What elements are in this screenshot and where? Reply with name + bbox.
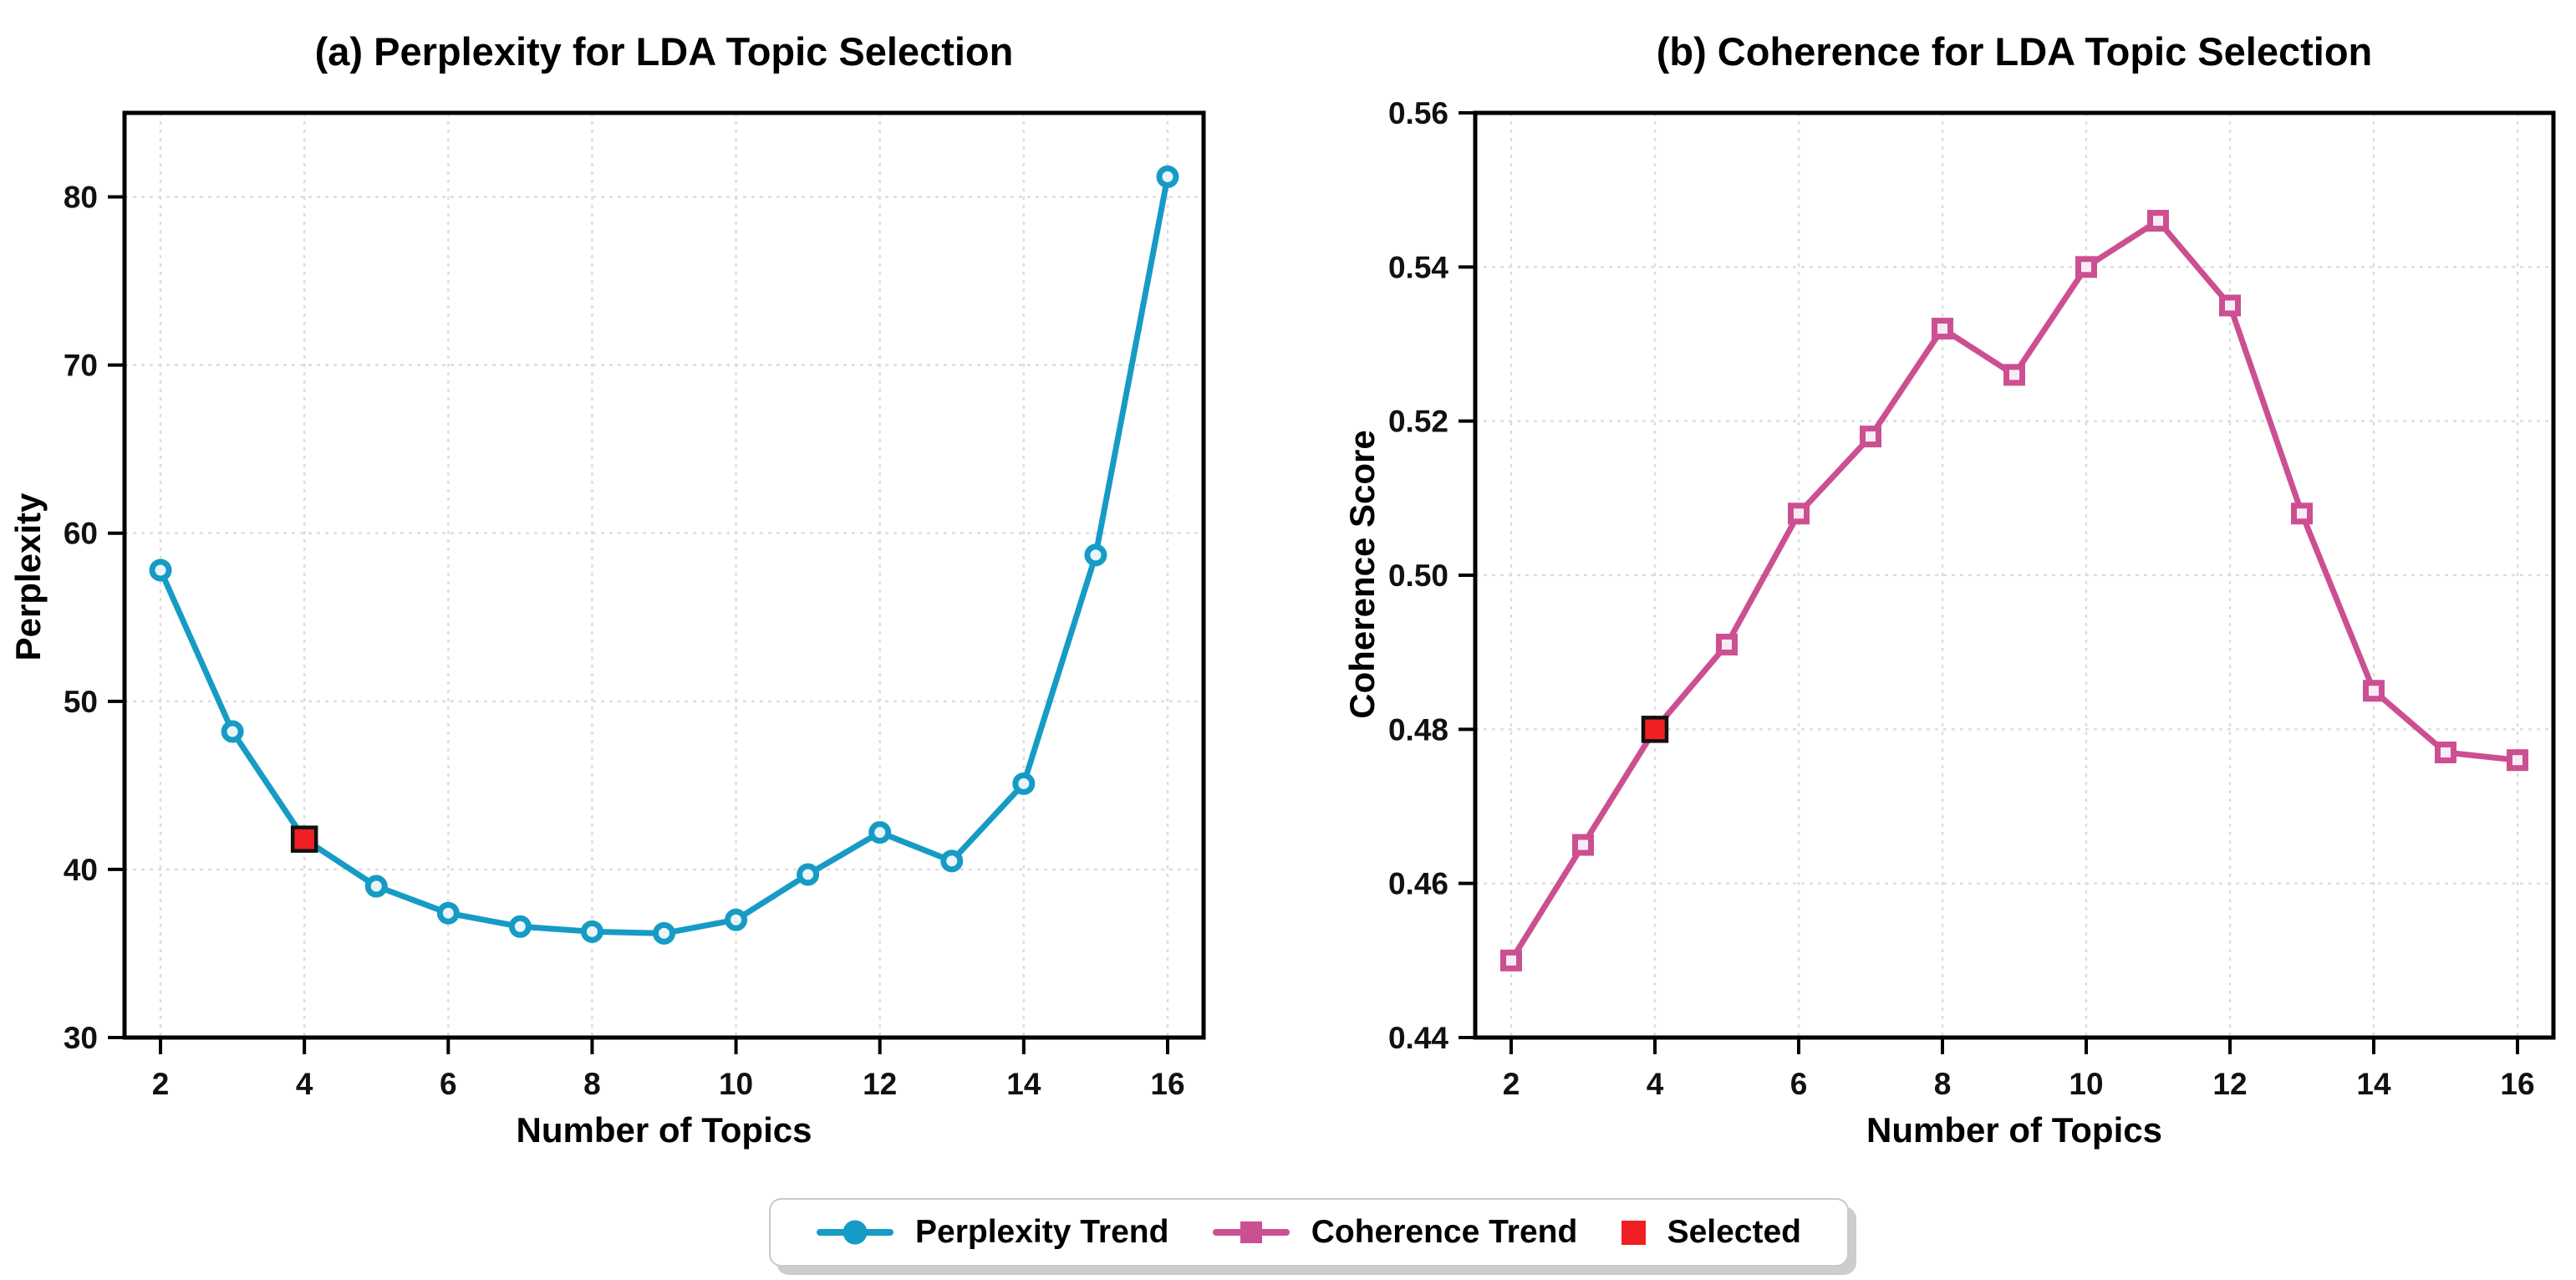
y-tick-label: 0.44 xyxy=(1388,1021,1448,1055)
data-point-marker xyxy=(1084,543,1107,567)
selected-square-icon xyxy=(1621,1220,1646,1245)
chart-a-xlabel: Number of Topics xyxy=(516,1110,812,1150)
selected-point-marker xyxy=(290,825,318,853)
data-point-marker xyxy=(580,920,603,943)
data-point-marker xyxy=(940,849,964,873)
data-point-marker xyxy=(1500,949,1522,971)
chart-a-title: (a) Perplexity for LDA Topic Selection xyxy=(314,29,1014,74)
data-point-marker xyxy=(1788,502,1810,525)
legend-item-perplexity: Perplexity Trend xyxy=(817,1214,1168,1251)
coherence-trend-line-icon xyxy=(1212,1221,1290,1243)
data-point-marker xyxy=(868,821,892,844)
x-tick-label: 4 xyxy=(296,1067,313,1101)
data-point-marker xyxy=(2507,749,2528,772)
data-point-marker xyxy=(2291,502,2313,525)
square-marker-icon xyxy=(1240,1221,1262,1243)
data-point-marker xyxy=(2435,741,2456,763)
data-point-marker xyxy=(2003,364,2025,386)
data-point-marker xyxy=(149,558,172,582)
y-tick-label: 30 xyxy=(64,1021,98,1055)
perplexity-trend-line xyxy=(157,173,1171,936)
data-point-marker xyxy=(2219,294,2241,317)
y-tick-label: 0.54 xyxy=(1388,250,1448,284)
y-tick-label: 50 xyxy=(64,685,98,719)
x-tick-label: 8 xyxy=(1934,1067,1952,1101)
data-point-marker xyxy=(1156,165,1179,188)
y-tick-label: 60 xyxy=(64,517,98,551)
legend-label-perplexity: Perplexity Trend xyxy=(915,1214,1169,1250)
selected-point-marker xyxy=(1641,716,1669,743)
coherence-trend-line xyxy=(1508,217,2521,964)
y-tick-label: 70 xyxy=(64,349,98,383)
data-point-marker xyxy=(1932,318,1953,340)
legend-label-selected: Selected xyxy=(1667,1214,1801,1250)
chart-b-xlabel: Number of Topics xyxy=(1866,1110,2162,1150)
y-tick-label: 40 xyxy=(64,853,98,887)
circle-marker-icon xyxy=(843,1220,868,1245)
x-tick-label: 4 xyxy=(1647,1067,1664,1101)
data-point-marker xyxy=(1012,772,1036,795)
data-point-marker xyxy=(2363,680,2385,702)
data-point-marker xyxy=(1572,834,1594,856)
y-tick-label: 0.52 xyxy=(1388,405,1448,439)
data-point-marker xyxy=(1716,633,1738,655)
data-point-marker xyxy=(436,901,460,925)
y-tick-label: 0.46 xyxy=(1388,867,1448,901)
chart-b-ylabel: Coherence Score xyxy=(1342,430,1382,719)
data-point-marker xyxy=(725,908,748,931)
x-tick-label: 12 xyxy=(863,1067,897,1101)
x-tick-label: 14 xyxy=(1006,1067,1041,1101)
x-tick-label: 2 xyxy=(152,1067,170,1101)
x-tick-label: 8 xyxy=(583,1067,601,1101)
data-point-marker xyxy=(364,875,388,898)
perplexity-trend-line-icon xyxy=(817,1220,893,1245)
legend-label-coherence: Coherence Trend xyxy=(1311,1214,1578,1250)
data-point-marker xyxy=(2075,256,2097,278)
x-tick-label: 16 xyxy=(2500,1067,2534,1101)
chart-a-ylabel: Perplexity xyxy=(8,492,48,661)
data-point-marker xyxy=(221,720,244,743)
y-tick-label: 0.56 xyxy=(1388,96,1448,130)
plot-frame xyxy=(1473,110,2556,1040)
data-point-marker xyxy=(797,863,820,886)
y-tick-label: 0.48 xyxy=(1388,712,1448,747)
data-point-marker xyxy=(508,915,532,938)
legend-item-coherence: Coherence Trend xyxy=(1212,1214,1578,1251)
x-tick-label: 10 xyxy=(2069,1067,2103,1101)
y-tick-label: 80 xyxy=(64,180,98,214)
legend-item-selected: Selected xyxy=(1621,1214,1801,1251)
y-tick-label: 0.50 xyxy=(1388,558,1448,593)
x-tick-label: 6 xyxy=(1790,1067,1808,1101)
data-point-marker xyxy=(2147,210,2169,232)
x-tick-label: 10 xyxy=(719,1067,753,1101)
plot-frame xyxy=(122,110,1206,1040)
x-tick-label: 14 xyxy=(2356,1067,2391,1101)
data-point-marker xyxy=(653,921,675,945)
data-point-marker xyxy=(1860,426,1881,448)
x-tick-label: 12 xyxy=(2212,1067,2247,1101)
x-tick-label: 16 xyxy=(1150,1067,1184,1101)
legend: Perplexity Trend Coherence Trend Selecte… xyxy=(769,1198,1849,1267)
x-tick-label: 6 xyxy=(440,1067,457,1101)
chart-b-title: (b) Coherence for LDA Topic Selection xyxy=(1656,29,2373,74)
x-tick-label: 2 xyxy=(1503,1067,1520,1101)
